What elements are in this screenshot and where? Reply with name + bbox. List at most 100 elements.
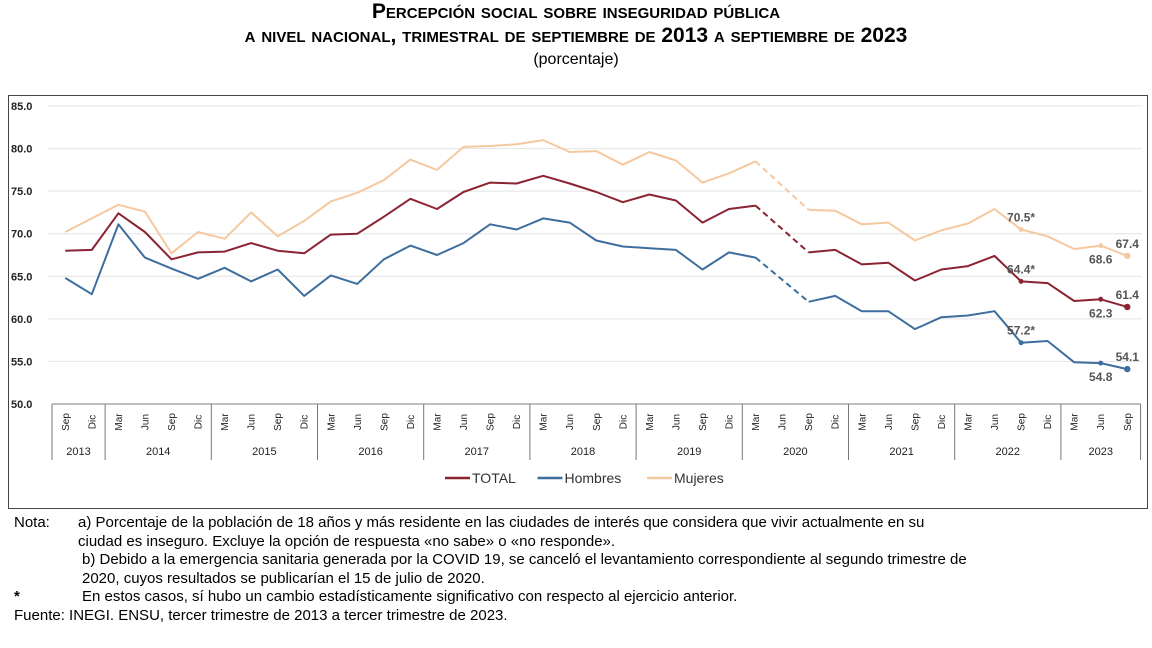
x-tick-label: Dic	[87, 415, 98, 429]
legend-label-total: TOTAL	[472, 470, 516, 486]
year-label: 2020	[783, 446, 807, 458]
x-tick-label: Dic	[1043, 415, 1054, 429]
fuente-label: Fuente:	[14, 606, 65, 624]
x-tick-label: Sep	[379, 413, 390, 431]
y-tick-label: 85.0	[11, 101, 32, 113]
note-a: a) Porcentaje de la población de 18 años…	[78, 514, 925, 531]
chart-title: Percepción social sobre inseguridad públ…	[371, 0, 781, 23]
data-label: 70.5*	[1007, 210, 1035, 224]
nota-label: Nota:	[14, 514, 50, 531]
series-line-hombres	[64, 217, 1128, 371]
y-tick-label: 65.0	[11, 271, 32, 283]
year-label: 2019	[677, 446, 701, 458]
note-a-cont: ciudad es inseguro. Excluye la opción de…	[78, 532, 616, 550]
data-point-marker	[1018, 340, 1024, 346]
x-tick-label: Dic	[937, 415, 948, 429]
star-label: *	[14, 588, 20, 605]
x-tick-label: Mar	[326, 413, 337, 431]
line-chart: 50.0 55.0 60.0 65.0 70.0 75.0 80.0 85.0 Sep Dic 20…	[11, 101, 1142, 486]
fuente-org: INEGI. ENSU	[69, 606, 160, 624]
data-point-marker	[1124, 303, 1131, 311]
data-point-marker	[1098, 243, 1104, 249]
y-tick-label: 55.0	[11, 356, 32, 368]
y-tick-label: 70.0	[11, 229, 32, 241]
x-tick-label: Dic	[618, 415, 629, 429]
chart-frame	[8, 95, 1148, 509]
x-tick-label: Dic	[512, 415, 523, 429]
x-tick-label: Jun	[671, 414, 682, 430]
x-tick-label: Sep	[698, 413, 709, 431]
x-tick-label: Jun	[247, 414, 258, 430]
data-label: 67.4	[1116, 237, 1140, 251]
fuente-text: , tercer trimestre de 2013 a tercer trim…	[159, 606, 508, 624]
data-point-marker	[1098, 360, 1104, 366]
note-star: En estos casos, sí hubo un cambio estadí…	[82, 588, 738, 605]
x-tick-label: Jun	[884, 414, 895, 430]
x-tick-label: Mar	[857, 413, 868, 431]
note-b: b) Debido a la emergencia sanitaria gene…	[82, 551, 967, 568]
y-tick-label: 75.0	[11, 186, 32, 198]
data-label: 57.2*	[1007, 324, 1035, 338]
y-tick-label: 80.0	[11, 144, 32, 156]
series-gap-dashed-total	[754, 204, 810, 254]
x-tick-label: Sep	[273, 413, 284, 431]
data-label: 54.8	[1089, 370, 1113, 384]
x-tick-label: Mar	[751, 413, 762, 431]
x-tick-label: Sep	[1017, 413, 1028, 431]
year-label: 2021	[889, 446, 913, 458]
x-tick-label: Dic	[300, 415, 311, 429]
data-label: 68.6	[1089, 253, 1113, 267]
x-tick-label: Mar	[220, 413, 231, 431]
y-tick-label: 50.0	[11, 399, 32, 411]
year-label: 2014	[146, 446, 170, 458]
x-tick-label: Mar	[432, 413, 443, 431]
series-line-total	[65, 174, 1128, 308]
x-tick-label: Dic	[406, 415, 417, 429]
year-label: 2016	[358, 446, 382, 458]
year-label: 2017	[465, 446, 489, 458]
data-label: 62.3	[1089, 306, 1113, 320]
x-tick-label: Jun	[459, 414, 470, 430]
note-b-cont: 2020, cuyos resultados se publicarían el…	[82, 569, 485, 587]
x-tick-label: Mar	[963, 413, 974, 431]
x-tick-label: Mar	[1070, 413, 1081, 431]
x-tick-label: Sep	[61, 413, 72, 431]
x-tick-label: Jun	[140, 414, 151, 430]
y-tick-label: 60.0	[11, 314, 32, 326]
year-label: 2022	[996, 446, 1020, 458]
chart-title-line2: a nivel nacional, trimestral de septiemb…	[244, 24, 908, 47]
data-point-marker	[1124, 252, 1131, 260]
x-tick-label: Mar	[539, 413, 550, 431]
data-point-marker	[1018, 278, 1024, 284]
x-tick-label: Sep	[910, 413, 921, 431]
x-tick-label: Dic	[831, 415, 842, 429]
x-tick-label: Dic	[725, 415, 736, 429]
x-tick-label: Jun	[565, 414, 576, 430]
x-tick-label: Jun	[1096, 414, 1107, 430]
x-tick-label: Sep	[804, 413, 815, 431]
x-tick-label: Sep	[486, 413, 497, 431]
series-gap-dashed-mujeres	[754, 160, 810, 211]
data-point-marker	[1124, 365, 1131, 373]
x-tick-label: Jun	[353, 414, 364, 430]
data-point-marker	[1018, 226, 1024, 232]
x-tick-label: Dic	[194, 415, 205, 429]
x-tick-label: Sep	[1123, 413, 1134, 431]
series-line-mujeres	[64, 139, 1128, 257]
legend-label-hombres: Hombres	[565, 470, 622, 486]
year-label: 2013	[66, 446, 90, 458]
data-label: 64.4*	[1007, 262, 1035, 276]
x-tick-label: Sep	[592, 413, 603, 431]
chart-subtitle: (porcentaje)	[533, 51, 619, 68]
series-gap-dashed-hombres	[754, 256, 810, 303]
data-label: 54.1	[1116, 350, 1140, 364]
year-label: 2023	[1088, 446, 1112, 458]
x-tick-label: Jun	[990, 414, 1001, 430]
x-tick-label: Sep	[167, 413, 178, 431]
year-label: 2018	[571, 446, 595, 458]
x-tick-label: Jun	[778, 414, 789, 430]
notes: Nota: a) Porcentaje de la población de 18…	[14, 514, 1144, 625]
x-tick-label: Mar	[114, 413, 125, 431]
data-point-marker	[1098, 296, 1104, 302]
x-tick-label: Mar	[645, 413, 656, 431]
